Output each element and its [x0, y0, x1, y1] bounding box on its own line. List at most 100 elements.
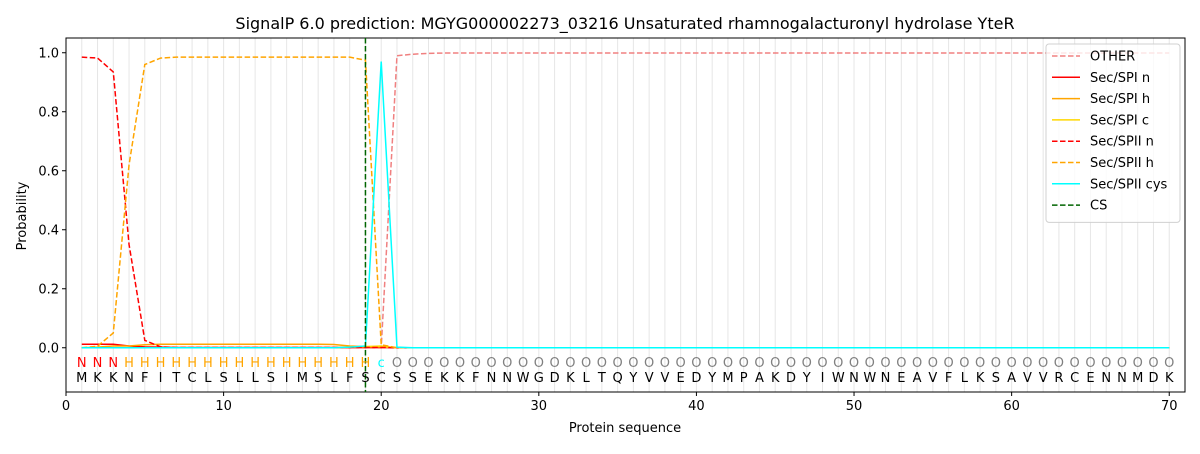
region-label: O — [959, 356, 969, 371]
region-label: O — [1101, 356, 1111, 371]
region-label: N — [77, 356, 87, 371]
sequence-residue: S — [393, 371, 401, 386]
sequence-residue: E — [677, 371, 685, 386]
region-label: O — [896, 356, 906, 371]
sequence-residue: Y — [802, 371, 811, 386]
region-label: O — [849, 356, 859, 371]
region-label: O — [565, 356, 575, 371]
sequence-residue: A — [1007, 371, 1016, 386]
sequence-residue: K — [976, 371, 985, 386]
legend-box — [1045, 43, 1181, 223]
x-tick-label: 70 — [1161, 399, 1178, 414]
sequence-residue: K — [1165, 371, 1174, 386]
region-label: O — [1117, 356, 1127, 371]
sequence-residue: W — [863, 371, 876, 386]
x-tick-label: 40 — [688, 399, 705, 414]
sequence-residue: V — [1039, 371, 1048, 386]
sequence-residue: N — [487, 371, 497, 386]
region-label: O — [1038, 356, 1048, 371]
sequence-residue: F — [472, 371, 479, 386]
region-label: O — [423, 356, 433, 371]
sequence-residue: L — [252, 371, 260, 386]
sequence-residue: V — [645, 371, 654, 386]
sequence-residue: K — [440, 371, 449, 386]
sequence-residue: S — [219, 371, 227, 386]
region-label: H — [298, 356, 308, 371]
region-label: O — [455, 356, 465, 371]
sequence-residue: L — [204, 371, 212, 386]
sequence-residue: Y — [707, 371, 716, 386]
region-label: O — [534, 356, 544, 371]
sequence-residue: I — [821, 371, 825, 386]
region-label: O — [880, 356, 890, 371]
sequence-residue: L — [961, 371, 969, 386]
sequence-residue: M — [76, 371, 87, 386]
sequence-residue: C — [377, 371, 386, 386]
region-label: O — [392, 356, 402, 371]
legend-label: Sec/SPII h — [1090, 156, 1154, 171]
x-tick-label: 0 — [62, 399, 70, 414]
region-label: O — [486, 356, 496, 371]
sequence-residue: S — [267, 371, 275, 386]
region-label: O — [1085, 356, 1095, 371]
region-label: H — [140, 356, 150, 371]
region-label: O — [723, 356, 733, 371]
series-line — [81, 56, 1170, 349]
sequence-residue: V — [1023, 371, 1032, 386]
x-tick-label: 30 — [531, 399, 548, 414]
legend-label: OTHER — [1090, 50, 1135, 65]
region-label: O — [691, 356, 701, 371]
region-label: H — [345, 356, 355, 371]
region-label: O — [943, 356, 953, 371]
sequence-residue: S — [409, 371, 417, 386]
y-tick-label: 0.6 — [38, 164, 59, 179]
sequence-residue: W — [832, 371, 845, 386]
legend: OTHER Sec/SPI n Sec/SPI h Sec/SPI c Sec/SPII… — [1045, 43, 1181, 223]
sequence-residue: F — [945, 371, 952, 386]
region-label: H — [219, 356, 229, 371]
sequence-residue: N — [1101, 371, 1111, 386]
sequence-residue: N — [502, 371, 512, 386]
sequence-residue: K — [566, 371, 575, 386]
region-label: O — [1133, 356, 1143, 371]
sequence-residue: V — [660, 371, 669, 386]
y-tick-label: 0.0 — [38, 341, 59, 356]
sequence-residue: C — [188, 371, 197, 386]
sequence-residue: S — [361, 371, 369, 386]
y-tick-label: 0.4 — [38, 223, 59, 238]
legend-label: Sec/SPI h — [1090, 92, 1150, 107]
region-label: H — [250, 356, 260, 371]
sequence-residue: D — [550, 371, 560, 386]
sequence-residue: L — [236, 371, 244, 386]
sequence-residue: N — [881, 371, 891, 386]
plot-frame — [65, 37, 1186, 393]
region-label: O — [1022, 356, 1032, 371]
region-label: H — [124, 356, 134, 371]
sequence-residue: D — [1148, 371, 1158, 386]
region-label: O — [1164, 356, 1174, 371]
sequence-residue: L — [330, 371, 338, 386]
region-label: O — [628, 356, 638, 371]
region-label: H — [171, 356, 181, 371]
sequence-residue: N — [124, 371, 134, 386]
region-label: H — [329, 356, 339, 371]
sequence-residue: D — [786, 371, 796, 386]
sequence-residue: E — [424, 371, 432, 386]
sequence-residue: F — [346, 371, 353, 386]
legend-label: Sec/SPII n — [1090, 135, 1154, 150]
sequence-residue: L — [582, 371, 590, 386]
sequence-residue: M — [297, 371, 308, 386]
series-line — [81, 56, 1170, 349]
region-label: O — [739, 356, 749, 371]
sequence-residue: S — [992, 371, 1000, 386]
region-label: O — [613, 356, 623, 371]
region-label: O — [817, 356, 827, 371]
region-label: O — [975, 356, 985, 371]
region-label: O — [408, 356, 418, 371]
region-label: O — [928, 356, 938, 371]
sequence-residue: N — [849, 371, 859, 386]
region-label: N — [93, 356, 103, 371]
legend-label: Sec/SPI n — [1090, 71, 1150, 86]
